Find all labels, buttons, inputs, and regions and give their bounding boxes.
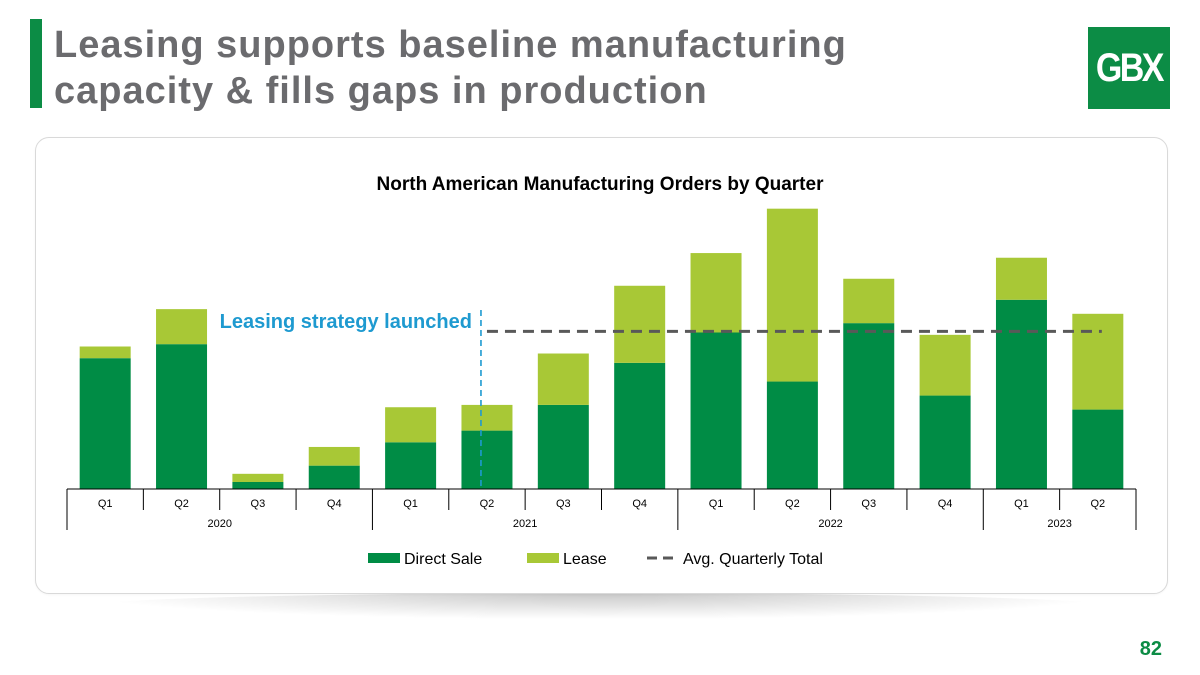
bar-direct-sale-5 bbox=[385, 442, 437, 489]
x-tick-label: Q2 bbox=[480, 498, 495, 510]
bar-lease-1 bbox=[79, 346, 131, 359]
x-group-label-2023: 2023 bbox=[1047, 518, 1071, 530]
chart-panel bbox=[35, 137, 1168, 594]
bar-direct-sale-12 bbox=[919, 395, 971, 489]
bar-direct-sale-7 bbox=[537, 404, 589, 489]
slide-title-line-2: capacity & fills gaps in production bbox=[54, 70, 708, 112]
x-tick-label: Q4 bbox=[327, 498, 342, 510]
bar-lease-3 bbox=[232, 473, 284, 482]
x-group-label-2020: 2020 bbox=[207, 518, 231, 530]
x-tick-label: Q3 bbox=[556, 498, 571, 510]
logo-text: GBX bbox=[1095, 45, 1165, 90]
x-tick-label: Q1 bbox=[403, 498, 418, 510]
x-group-label-2022: 2022 bbox=[818, 518, 842, 530]
bar-direct-sale-11 bbox=[843, 323, 895, 489]
bar-lease-2 bbox=[156, 309, 208, 345]
bar-direct-sale-4 bbox=[308, 465, 360, 489]
legend-label-lease: Lease bbox=[563, 551, 607, 568]
chart-title: North American Manufacturing Orders by Q… bbox=[377, 174, 825, 195]
panel-shadow bbox=[90, 593, 1110, 619]
x-tick-label: Q2 bbox=[174, 498, 189, 510]
legend-label-avg-quarterly-total: Avg. Quarterly Total bbox=[683, 551, 823, 568]
x-group-label-2021: 2021 bbox=[513, 518, 537, 530]
legend-swatch-lease bbox=[527, 553, 559, 563]
legend-label-direct-sale: Direct Sale bbox=[404, 551, 482, 568]
title-accent-bar bbox=[30, 19, 42, 108]
bar-direct-sale-2 bbox=[156, 344, 208, 489]
x-tick-label: Q4 bbox=[632, 498, 647, 510]
x-tick-label: Q1 bbox=[1014, 498, 1029, 510]
x-tick-label: Q2 bbox=[785, 498, 800, 510]
x-tick-label: Q3 bbox=[861, 498, 876, 510]
bar-direct-sale-14 bbox=[1072, 409, 1124, 489]
bar-lease-11 bbox=[843, 278, 895, 324]
x-tick-label: Q4 bbox=[938, 498, 953, 510]
bar-lease-13 bbox=[995, 257, 1047, 300]
bar-direct-sale-9 bbox=[690, 332, 742, 489]
annotation-label: Leasing strategy launched bbox=[220, 311, 472, 333]
bar-direct-sale-1 bbox=[79, 358, 131, 489]
slide-title: Leasing supports baseline manufacturing … bbox=[54, 22, 954, 114]
bar-lease-10 bbox=[766, 208, 818, 382]
bar-lease-6 bbox=[461, 404, 513, 431]
slide-title-line-1: Leasing supports baseline manufacturing bbox=[54, 24, 847, 66]
bar-lease-14 bbox=[1072, 313, 1124, 410]
x-tick-label: Q3 bbox=[251, 498, 266, 510]
bar-lease-7 bbox=[537, 353, 589, 405]
bar-lease-12 bbox=[919, 334, 971, 396]
bar-direct-sale-6 bbox=[461, 430, 513, 489]
bar-lease-8 bbox=[614, 285, 666, 363]
x-tick-label: Q1 bbox=[709, 498, 724, 510]
bar-direct-sale-10 bbox=[766, 381, 818, 489]
bar-lease-5 bbox=[385, 407, 437, 443]
legend-swatch-direct-sale bbox=[368, 553, 400, 563]
page-number: 82 bbox=[1139, 638, 1162, 660]
x-tick-label: Q1 bbox=[98, 498, 113, 510]
bar-direct-sale-13 bbox=[995, 299, 1047, 489]
bar-lease-9 bbox=[690, 253, 742, 333]
bar-direct-sale-8 bbox=[614, 362, 666, 489]
x-tick-label: Q2 bbox=[1090, 498, 1105, 510]
gbx-logo: GBX bbox=[1088, 27, 1170, 109]
bar-direct-sale-3 bbox=[232, 481, 284, 489]
bar-lease-4 bbox=[308, 446, 360, 466]
